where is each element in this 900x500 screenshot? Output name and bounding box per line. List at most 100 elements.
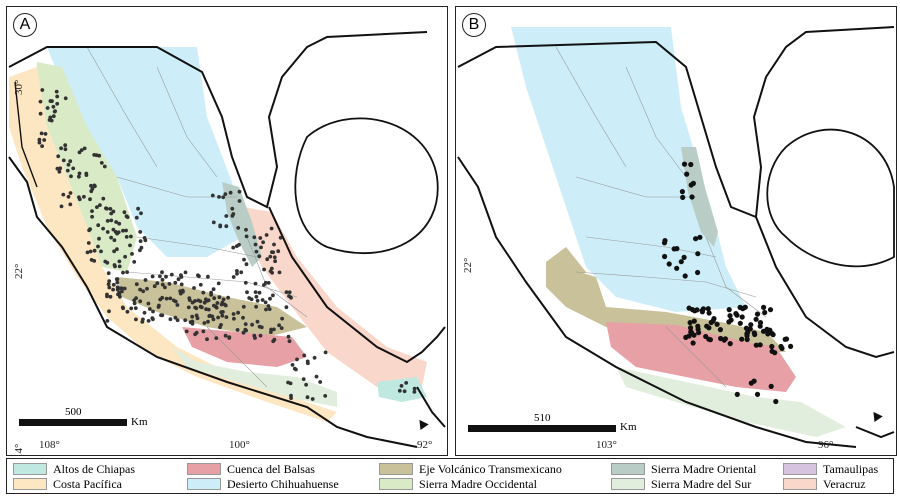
occurrence-point <box>121 270 125 275</box>
occurrence-point <box>190 314 195 319</box>
region-veracruz <box>242 207 427 387</box>
occurrence-point <box>105 292 109 297</box>
occurrence-point <box>134 317 138 322</box>
occurrence-point <box>45 106 50 110</box>
occurrence-point <box>267 307 272 311</box>
occurrence-point <box>125 270 129 274</box>
occurrence-point <box>63 96 68 101</box>
occurrence-point <box>121 228 125 233</box>
occurrence-point <box>105 230 110 234</box>
occurrence-point <box>37 140 42 145</box>
occurrence-point <box>662 238 668 244</box>
occurrence-point <box>711 316 717 322</box>
occurrence-point <box>97 236 101 241</box>
occurrence-point <box>96 223 101 228</box>
legend-swatch <box>379 463 413 475</box>
occurrence-point <box>158 274 162 279</box>
occurrence-point <box>51 104 56 109</box>
occurrence-point <box>193 299 197 303</box>
occurrence-point <box>66 194 71 199</box>
occurrence-point <box>42 138 47 142</box>
occurrence-point <box>688 330 695 336</box>
occurrence-point <box>323 350 328 355</box>
legend-label: Altos de Chiapas <box>53 461 135 476</box>
occurrence-point <box>125 215 130 220</box>
occurrence-point <box>310 397 315 401</box>
occurrence-point <box>751 378 757 384</box>
legend-label: Cuenca del Balsas <box>227 461 315 476</box>
occurrence-point <box>132 260 137 264</box>
occurrence-point <box>286 380 290 385</box>
occurrence-point <box>158 297 163 302</box>
occurrence-point <box>259 245 263 250</box>
occurrence-point <box>111 287 115 292</box>
occurrence-point <box>115 280 120 285</box>
occurrence-point <box>254 249 259 254</box>
legend-label: Sierra Madre Occidental <box>419 476 537 491</box>
occurrence-point <box>674 246 680 252</box>
occurrence-point <box>169 272 174 277</box>
occurrence-point <box>134 282 139 287</box>
occurrence-point <box>206 298 211 303</box>
occurrence-point <box>301 377 306 381</box>
occurrence-point <box>68 159 73 164</box>
occurrence-point <box>160 313 165 318</box>
occurrence-point <box>143 278 148 282</box>
occurrence-point <box>58 166 63 171</box>
occurrence-point <box>111 282 116 287</box>
occurrence-point <box>268 269 273 274</box>
occurrence-point <box>201 329 206 334</box>
occurrence-point <box>221 297 226 302</box>
legend-item: Sierra Madre del Sur <box>611 477 751 491</box>
occurrence-point <box>89 183 93 188</box>
map-panel-a: A 30° 22° 14° 108° 100° 92° 500 Km <box>6 6 448 456</box>
scale-bar-a <box>19 419 127 426</box>
occurrence-point <box>264 233 269 237</box>
occurrence-point <box>706 310 712 316</box>
occurrence-point <box>302 353 307 358</box>
occurrence-point <box>190 321 195 326</box>
occurrence-point <box>697 234 703 240</box>
region-desierto-chihuahuense <box>511 27 746 312</box>
occurrence-point <box>770 332 776 338</box>
occurrence-point <box>115 231 119 236</box>
occurrence-point <box>71 166 76 171</box>
occurrence-point <box>674 265 680 271</box>
occurrence-point <box>142 236 147 240</box>
occurrence-point <box>111 227 116 232</box>
occurrence-point <box>693 236 699 242</box>
occurrence-point <box>53 109 57 113</box>
occurrence-point <box>260 298 265 302</box>
lon-label-right-b: 96° <box>818 439 834 451</box>
occurrence-point <box>122 210 127 215</box>
occurrence-point <box>257 254 262 259</box>
occurrence-point <box>150 274 155 279</box>
occurrence-point <box>272 242 276 247</box>
occurrence-point <box>717 327 723 333</box>
occurrence-point <box>259 325 264 330</box>
occurrence-point <box>219 302 224 307</box>
occurrence-point <box>38 111 43 116</box>
occurrence-point <box>176 277 181 282</box>
occurrence-point <box>757 342 763 348</box>
occurrence-point <box>305 359 310 364</box>
occurrence-point <box>696 330 702 336</box>
occurrence-point <box>235 269 239 273</box>
legend-item: Costa Pacífica <box>13 477 122 491</box>
scale-bar-b <box>468 425 616 432</box>
occurrence-point <box>210 314 215 319</box>
occurrence-point <box>269 330 273 334</box>
occurrence-point <box>114 277 119 282</box>
occurrence-point <box>117 221 122 226</box>
occurrence-point <box>203 297 208 302</box>
occurrence-point <box>236 226 241 230</box>
occurrence-point <box>295 357 299 362</box>
occurrence-point <box>231 275 236 279</box>
occurrence-point <box>173 315 178 320</box>
occurrence-point <box>101 196 106 201</box>
occurrence-point <box>695 269 701 276</box>
occurrence-point <box>152 284 157 289</box>
occurrence-point <box>688 161 694 168</box>
occurrence-point <box>129 234 133 239</box>
occurrence-point <box>59 146 63 151</box>
